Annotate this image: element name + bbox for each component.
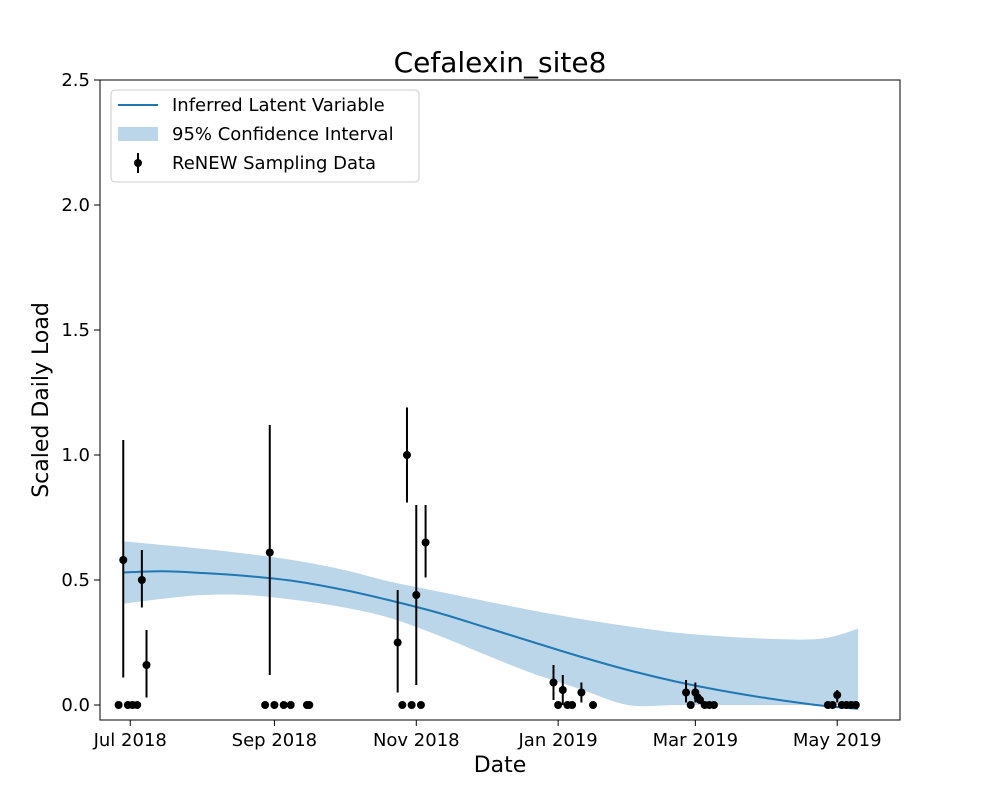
sample-point-16 (402, 451, 411, 459)
sample-point-0 (114, 701, 123, 709)
sample-point-32 (696, 696, 704, 704)
legend-label-samples: ReNEW Sampling Data (172, 153, 376, 174)
x-tick-label-5: May 2019 (793, 730, 882, 751)
y-axis: 0.0 0.5 1.0 1.5 2.0 2.5 (61, 70, 100, 716)
sample-point-8 (265, 548, 274, 557)
sample-point-4 (133, 701, 142, 709)
sample-point-28 (682, 688, 691, 697)
y-tick-label-2: 1.0 (61, 445, 90, 466)
sample-point-35 (709, 701, 718, 709)
y-tick-label-0: 0.0 (61, 695, 90, 716)
y-tick-label-1: 0.5 (61, 570, 90, 591)
sample-point-9 (270, 701, 279, 709)
latent-line-layer (123, 570, 859, 710)
y-tick-label-5: 2.5 (61, 70, 90, 91)
x-tick-label-3: Jan 2019 (517, 730, 597, 751)
latent-line (123, 570, 859, 710)
plot-area (99, 79, 901, 721)
sample-point-19 (416, 701, 425, 709)
sample-point-23 (558, 686, 567, 694)
sample-point-10 (279, 701, 288, 709)
sample-point-25 (568, 701, 577, 709)
sample-point-18 (412, 591, 421, 599)
sample-point-17 (407, 701, 416, 709)
y-tick-label-4: 2.0 (61, 195, 90, 216)
x-axis-label: Date (474, 753, 527, 778)
sample-point-7 (261, 701, 270, 709)
sample-point-11 (286, 701, 295, 709)
sample-point-37 (828, 701, 837, 709)
sample-point-1 (119, 556, 128, 564)
sample-point-27 (589, 701, 598, 709)
sample-point-13 (305, 701, 314, 709)
sample-point-22 (554, 701, 563, 709)
legend-box (110, 89, 420, 183)
sample-point-15 (398, 701, 407, 709)
y-axis-label: Scaled Daily Load (29, 302, 54, 498)
legend: Inferred Latent Variable 95% Confidence … (110, 89, 420, 183)
legend-label-band: 95% Confidence Interval (172, 124, 394, 145)
x-axis: Jul 2018 Sep 2018 Nov 2018 Jan 2019 Mar 2019… (93, 720, 882, 751)
legend-swatch-point (134, 159, 142, 167)
x-tick-label-1: Sep 2018 (232, 730, 317, 751)
plot-frame (99, 79, 901, 721)
x-tick-label-0: Jul 2018 (93, 730, 167, 751)
sample-point-42 (851, 701, 860, 709)
x-tick-label-4: Mar 2019 (653, 730, 739, 751)
sample-point-29 (686, 701, 695, 709)
sample-point-26 (577, 688, 586, 697)
sample-point-5 (137, 576, 146, 584)
x-tick-label-2: Nov 2018 (373, 730, 460, 751)
sample-point-20 (421, 538, 430, 547)
sample-point-38 (833, 691, 842, 699)
sample-point-14 (393, 638, 402, 647)
y-tick-label-3: 1.5 (61, 320, 90, 341)
sample-point-6 (142, 661, 151, 669)
legend-swatch-band (118, 127, 158, 141)
sample-point-21 (549, 678, 558, 687)
sampling-points-layer (114, 407, 860, 709)
chart-title: Cefalexin_site8 (394, 46, 607, 79)
legend-label-latent: Inferred Latent Variable (172, 95, 385, 116)
